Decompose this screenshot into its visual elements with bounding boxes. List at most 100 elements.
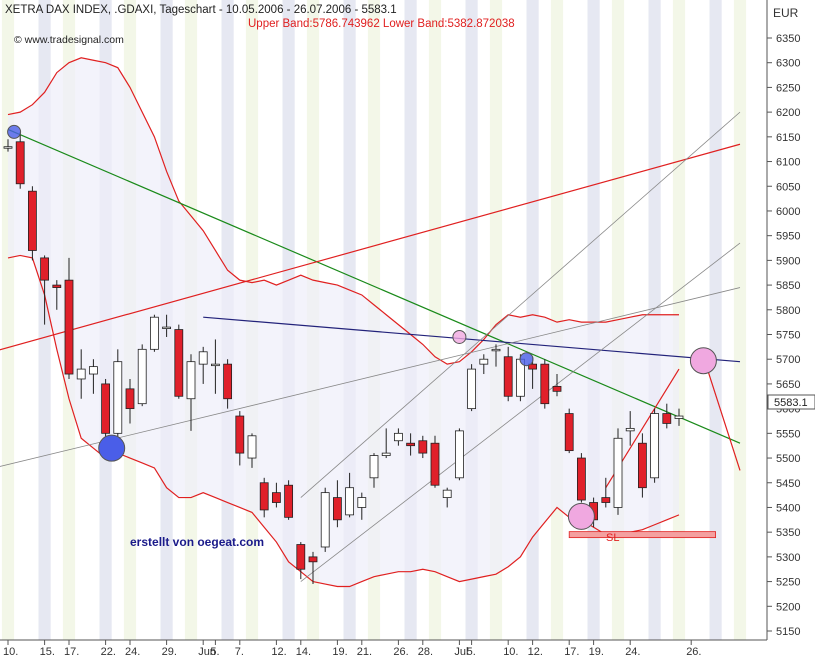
candle-up [89,366,98,375]
x-tick-label: 29. [162,646,177,658]
marker-blue [7,124,22,139]
marker-pink [452,329,467,344]
x-tick-label: 22. [101,646,116,658]
bollinger-fill [8,57,679,587]
trendline-navy [203,316,741,363]
x-tick-label: 24. [625,646,640,658]
y-tick-label: 5200 [776,601,800,613]
candle-down [259,482,269,511]
x-tick-label: 10. [503,646,518,658]
candle-up [162,326,172,329]
y-tick-label: 5950 [776,231,800,243]
candle-down [223,363,233,400]
candle-down [638,442,647,489]
candle-up [650,413,659,479]
marker-pink [567,502,595,530]
candle-down [577,457,586,501]
candle-up [442,489,452,498]
marker-pink [689,347,717,375]
source-label: © www.tradesignal.com [14,34,124,46]
candle-down [64,279,74,375]
credit-label: erstellt von oegeat.com [130,535,264,549]
last-price-box [767,394,815,410]
candle-down [174,329,184,397]
candle-down [564,413,574,452]
y-tick-label: 5450 [776,478,800,490]
trendline-green [7,128,741,444]
candle-up [454,430,464,479]
x-tick-label: 26. [686,646,701,658]
y-tick-label: 6000 [776,206,800,218]
x-tick-label: 17. [64,646,79,658]
x-tick-label: Jun [198,646,216,658]
candle-down [662,413,672,424]
y-tick-label: 5300 [776,552,800,564]
candle-down [52,284,62,288]
candle-up [76,368,86,380]
markers [7,124,717,530]
y-tick-label: 5750 [776,330,800,342]
candle-down [601,497,611,503]
candle-down [125,388,135,410]
marker-blue [519,352,534,367]
x-tick-label: 5. [210,646,219,658]
background-stripe [1,0,15,640]
x-tick-label: 5. [467,646,476,658]
y-tick-label: 6150 [776,132,800,144]
y-tick-label: 6300 [776,58,800,70]
candle-down [540,363,550,405]
x-tick-label: 28. [418,646,433,658]
y-tick-label: 6200 [776,107,800,119]
y-tick-label: 5500 [776,453,800,465]
y-ticks: 6350 6300 6250 6200 6150 6100 6050 6000 5950 5900… [767,33,800,638]
axes [0,0,768,641]
trendline-red [0,143,741,351]
x-tick-label: 14. [296,646,311,658]
x-tick-label: 15. [40,646,55,658]
candle-down [552,385,562,392]
candle-up [113,361,123,434]
candle-up [674,415,684,419]
currency-label: EUR [773,6,799,20]
projection-down-line [702,356,741,471]
candle-up [137,348,147,405]
bollinger-legend: Upper Band:5786.743962 Lower Band:5382.8… [248,18,515,30]
y-tick-label: 6100 [776,157,800,169]
x-tick-label: 19. [589,646,604,658]
candle-down [27,190,37,251]
x-tick-label: 12. [528,646,543,658]
candle-up [345,487,355,516]
trendlines [0,111,741,582]
y-tick-label: 5400 [776,502,800,514]
y-tick-label: 5350 [776,527,800,539]
candle-down [308,556,318,563]
sl-label: SL [606,532,619,544]
marker-blue [98,434,126,462]
candle-up [467,368,477,410]
background-stripe [709,0,722,640]
candle-down [40,257,49,281]
candle-down [430,442,440,486]
trendline-gray [300,111,741,498]
y-tick-label: 5650 [776,379,800,391]
background-stripe [733,0,747,640]
candle-up [613,437,623,508]
candle-down [15,141,25,185]
y-tick-label: 6350 [776,33,800,45]
candle-up [369,455,379,479]
y-tick-label: 5550 [776,428,800,440]
candle-up [149,316,159,350]
y-tick-label: 6250 [776,82,800,94]
y-tick-label: 5150 [776,626,800,638]
candle-down [271,492,281,503]
y-tick-label: 5700 [776,354,800,366]
chart-title: XETRA DAX INDEX, .GDAXI, Tageschart - 10… [5,4,397,16]
candle-up [3,146,13,149]
last-price-tag: 5583.1 [767,394,815,410]
candle-down [406,442,416,447]
candle-down [101,383,110,434]
candle-up [357,497,367,508]
candle-down [332,497,342,521]
